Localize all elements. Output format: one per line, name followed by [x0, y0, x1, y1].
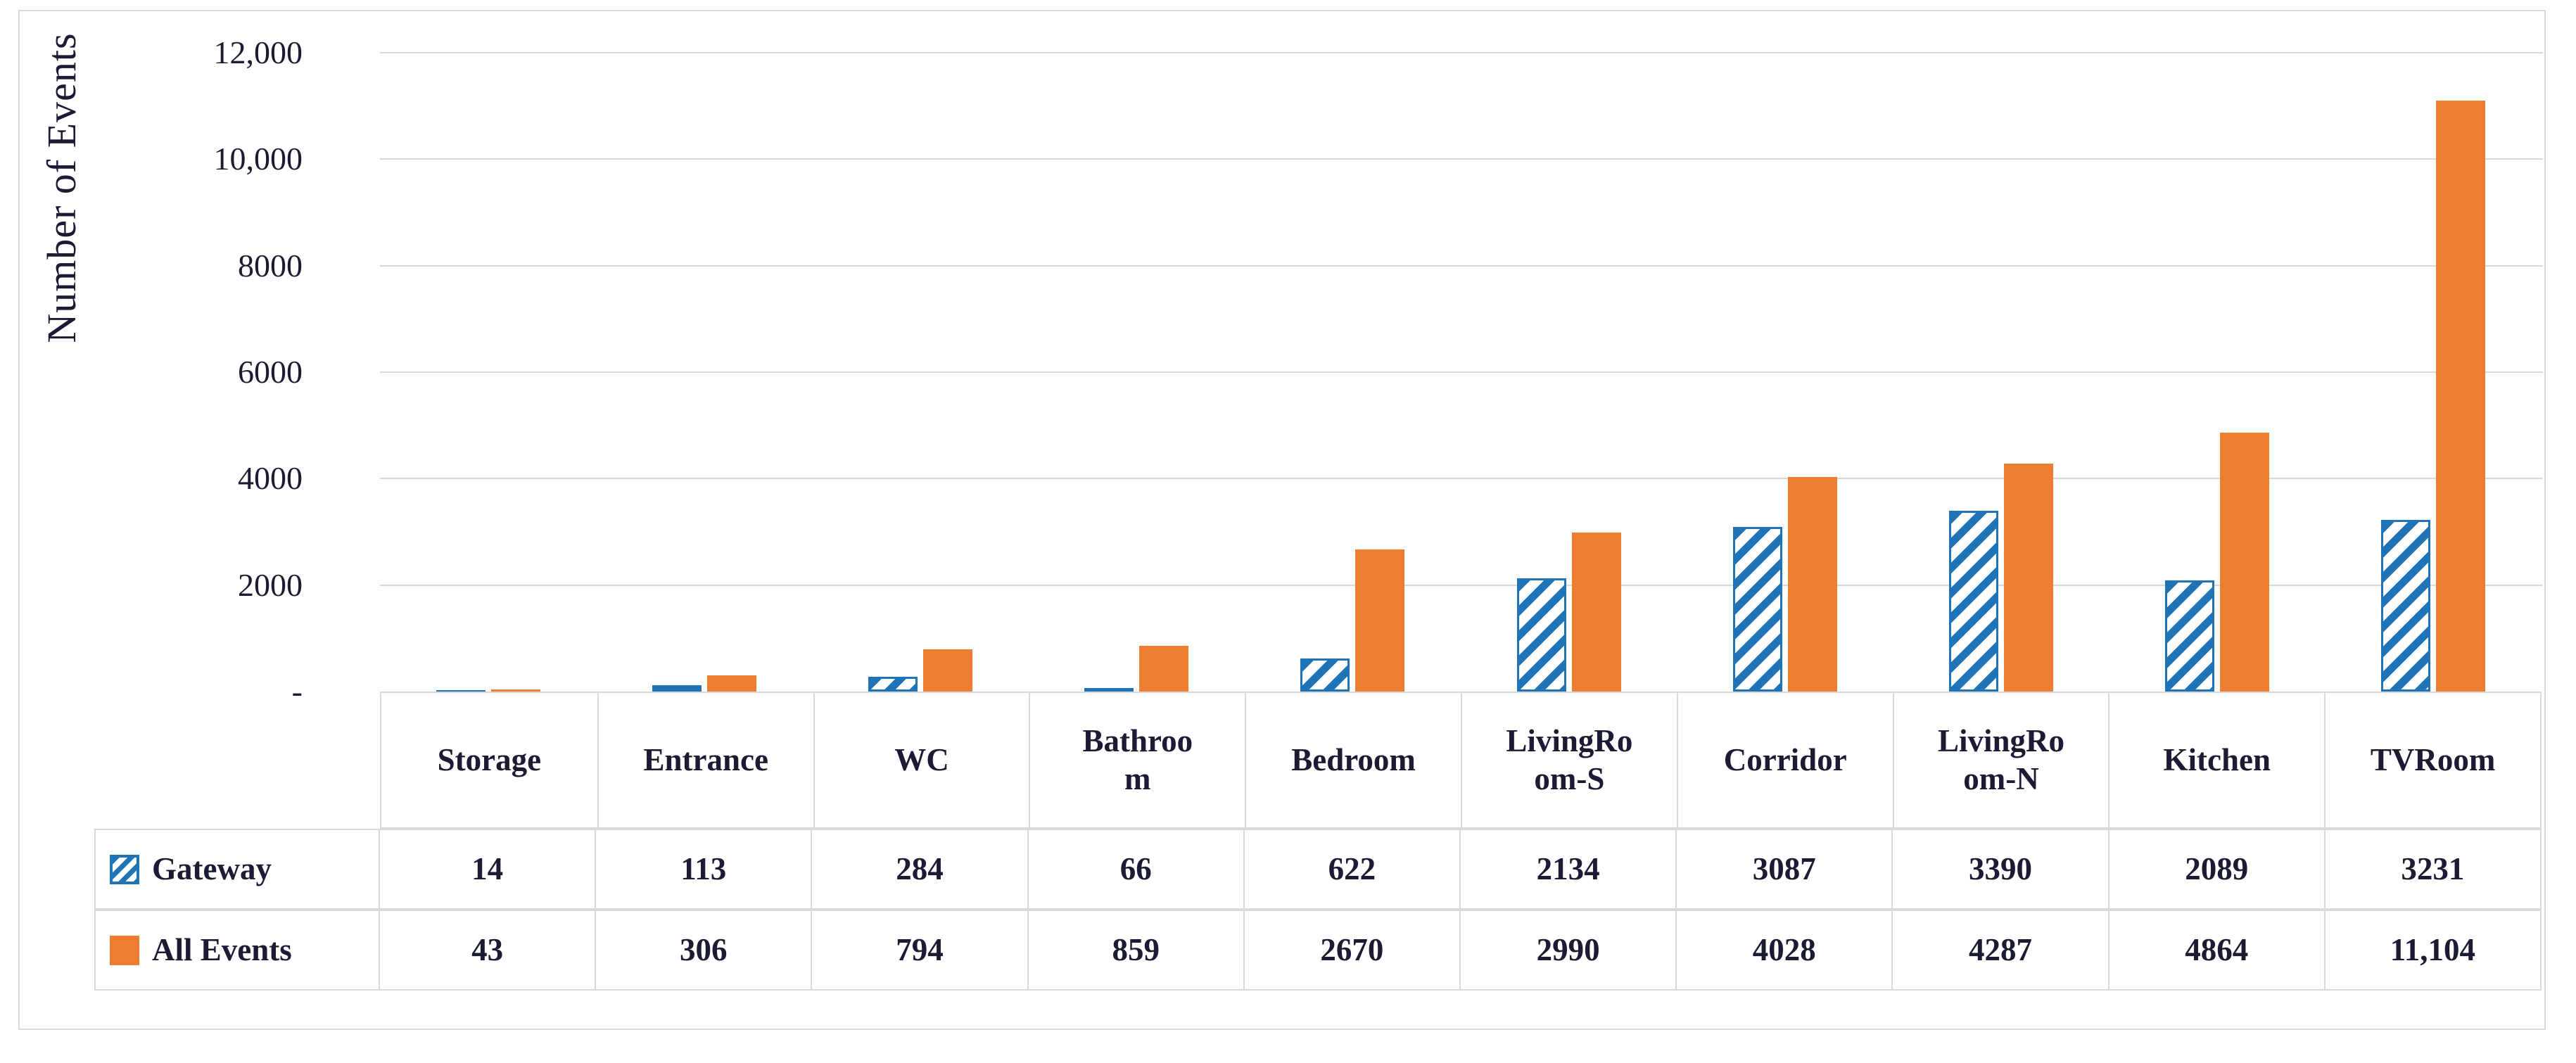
y-axis-title: Number of Events	[39, 32, 84, 343]
header-cell-storage: Storage	[437, 741, 542, 777]
bar-allevents-wc	[923, 649, 972, 692]
figure-border	[18, 10, 2546, 1030]
bar-gateway-tvroom	[2381, 520, 2431, 692]
cell-all-events-kitchen: 4864	[2107, 911, 2324, 989]
header-cell-livingroom-n: LivingRo om-N	[1892, 693, 2109, 827]
bar-gateway-wc	[868, 677, 918, 692]
cell-gateway-corridor: 3087	[1675, 830, 1891, 908]
cell-all-events-tvroom: 11,104	[2323, 911, 2540, 989]
cell-gateway-livingroom-n: 3390	[1891, 830, 2107, 908]
cell-all-events-livingroom-s: 2990	[1459, 911, 1675, 989]
y-tick-label-0: -	[291, 673, 303, 709]
gridline-2000	[380, 584, 2543, 586]
bar-gateway-kitchen	[2165, 580, 2215, 692]
bar-allevents-bathroom	[1139, 646, 1189, 692]
header-cell-bedroom: Bedroom	[1245, 693, 1461, 827]
y-tick-label-8000: 8000	[238, 247, 303, 284]
cell-gateway-tvroom: 3231	[2323, 830, 2540, 908]
gridline-6000	[380, 371, 2543, 373]
data-table-row-all-events: All Events 43 306 794 859 2670 2990 4028 4287 486…	[94, 910, 2542, 991]
bar-allevents-entrance	[706, 675, 756, 692]
bar-allevents-tvroom	[2436, 101, 2486, 692]
data-table-header-row: Storage Entrance WC Bathroo m Bedroom LivingR…	[380, 692, 2542, 829]
cell-gateway-storage: 14	[379, 830, 595, 908]
header-cell-tvroom: TVRoom	[2324, 693, 2540, 827]
bar-allevents-kitchen	[2220, 433, 2270, 692]
bar-gateway-livingroom-n	[1949, 511, 1998, 692]
header-cell-bathroom: Bathroo m	[1029, 693, 1245, 827]
legend-key-gateway-icon	[110, 854, 139, 884]
cell-gateway-entrance: 113	[595, 830, 811, 908]
cell-all-events-bathroom: 859	[1027, 911, 1243, 989]
bar-gateway-corridor	[1732, 527, 1782, 692]
cell-all-events-corridor: 4028	[1675, 911, 1891, 989]
bar-allevents-storage	[490, 689, 540, 692]
bar-gateway-livingroom-s	[1516, 578, 1566, 692]
gridline-12000	[380, 52, 2543, 53]
bar-allevents-corridor	[1787, 477, 1837, 692]
cell-gateway-bedroom: 622	[1243, 830, 1459, 908]
cell-gateway-bathroom: 66	[1027, 830, 1243, 908]
legend-cell-all-events: All Events	[96, 911, 379, 989]
y-tick-label-2000: 2000	[238, 566, 303, 603]
gridline-10000	[380, 158, 2543, 160]
y-tick-label-10000: 10,000	[213, 141, 303, 177]
cell-all-events-wc: 794	[811, 911, 1027, 989]
legend-label-all-events: All Events	[152, 931, 292, 967]
bar-gateway-bedroom	[1300, 658, 1350, 692]
bar-gateway-entrance	[652, 685, 702, 692]
y-tick-label-12000: 12,000	[213, 34, 303, 70]
legend-label-gateway: Gateway	[152, 851, 272, 886]
cell-gateway-livingroom-s: 2134	[1459, 830, 1675, 908]
gridline-8000	[380, 265, 2543, 267]
header-cell-livingroom-s: LivingRo om-S	[1460, 693, 1677, 827]
gridline-4000	[380, 478, 2543, 480]
header-cell-corridor: Corridor	[1676, 693, 1893, 827]
cell-all-events-entrance: 306	[595, 911, 811, 989]
bar-gateway-storage	[436, 690, 486, 692]
cell-all-events-bedroom: 2670	[1243, 911, 1459, 989]
cell-gateway-wc: 284	[811, 830, 1027, 908]
cell-all-events-storage: 43	[379, 911, 595, 989]
y-tick-label-4000: 4000	[238, 460, 303, 497]
legend-cell-gateway: Gateway	[96, 830, 379, 908]
bar-allevents-livingroom-n	[2004, 464, 2053, 692]
data-table-row-gateway: Gateway 14 113 284 66 622 2134 3087 3390 2089 3231	[94, 829, 2542, 910]
header-cell-entrance: Entrance	[597, 693, 813, 827]
cell-all-events-livingroom-n: 4287	[1891, 911, 2107, 989]
cell-gateway-kitchen: 2089	[2107, 830, 2324, 908]
legend-key-allevents-icon	[110, 935, 139, 965]
bar-allevents-livingroom-s	[1571, 533, 1621, 692]
header-cell-kitchen: Kitchen	[2108, 693, 2324, 827]
y-tick-label-6000: 6000	[238, 354, 303, 390]
header-cell-wc: WC	[813, 693, 1029, 827]
bar-gateway-bathroom	[1084, 688, 1134, 692]
bar-allevents-bedroom	[1355, 549, 1405, 692]
